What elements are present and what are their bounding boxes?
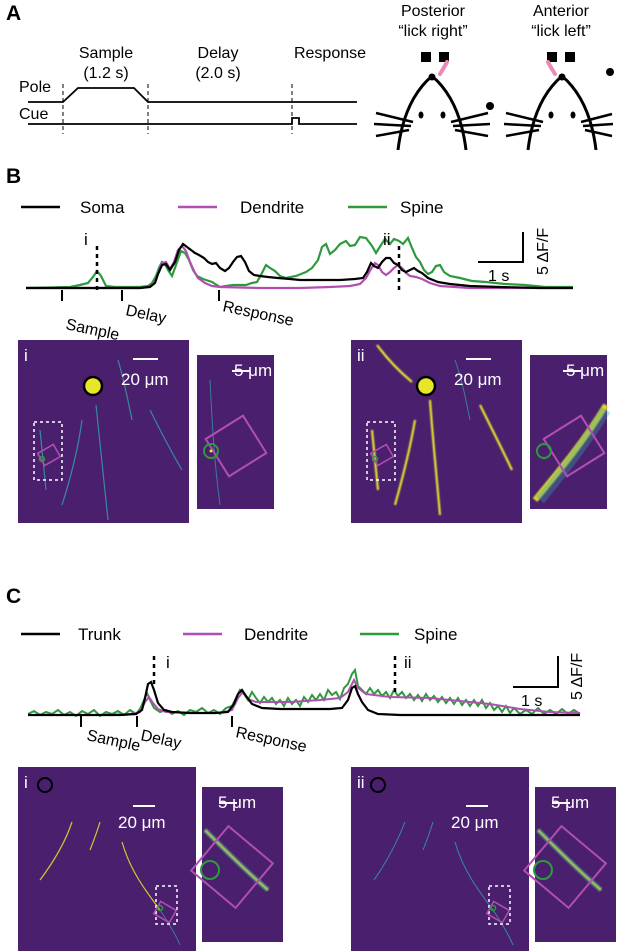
trace-b-soma: [26, 242, 573, 290]
epoch-response-label: Response: [294, 45, 366, 62]
legend-trunk-label: Trunk: [78, 625, 121, 644]
marker-b-i: i: [84, 230, 88, 249]
scale-bar-c: [513, 656, 559, 688]
zoom-c-ii-scale: 5 μm: [551, 793, 589, 812]
event-c-sample: Sample: [85, 727, 142, 755]
event-c-response: Response: [234, 724, 308, 756]
zoom-b-i-scale: 5 μm: [234, 361, 272, 380]
panel-a: A Sample (1.2 s) Delay (2.0 s) Response …: [6, 2, 614, 151]
event-c-delay: Delay: [139, 727, 183, 752]
image-c-ii-scale: 20 μm: [451, 813, 499, 832]
marker-c-i: i: [166, 653, 170, 672]
image-c-ii-label: ii: [357, 773, 365, 792]
legend-spine-c-label: Spine: [414, 625, 457, 644]
zoom-b-ii: 5 μm: [530, 355, 611, 509]
event-b-delay: Delay: [124, 302, 168, 327]
image-c-i: i 20 μm: [18, 767, 196, 951]
posterior-subtitle: “lick right”: [398, 23, 467, 40]
trace-c-trunk: [28, 680, 580, 717]
image-c-i-label: i: [24, 773, 28, 792]
anterior-title: Anterior: [533, 3, 590, 20]
panel-c: C Trunk Dendrite Spine i ii 1 s 5 ΔF/F S…: [6, 585, 616, 951]
panel-b: B Soma Dendrite Spine i ii 1 s 5 ΔF/F Sa…: [6, 165, 611, 523]
image-b-i-scale: 20 μm: [121, 370, 169, 389]
epoch-delay-label: Delay: [198, 45, 239, 62]
anterior-subtitle: “lick left”: [531, 23, 591, 40]
marker-c-ii: ii: [404, 653, 412, 672]
pole-row-label: Pole: [19, 79, 51, 96]
image-b-i: i 20 μm: [18, 340, 189, 523]
zoom-b-i: 5 μm: [197, 355, 274, 509]
image-b-i-label: i: [24, 346, 28, 365]
mouse-posterior-icon: [373, 52, 494, 151]
cue-row-label: Cue: [19, 106, 48, 123]
image-c-ii: ii 20 μm: [351, 767, 529, 951]
panel-c-letter: C: [6, 585, 21, 608]
zoom-c-i: 5 μm: [189, 787, 283, 942]
panel-b-letter: B: [6, 165, 21, 188]
scale-c-df: 5 ΔF/F: [569, 653, 586, 700]
pole-trace: [28, 87, 357, 103]
panel-a-letter: A: [6, 2, 21, 25]
zoom-c-i-scale: 5 μm: [218, 793, 256, 812]
scale-bar-b: [478, 232, 524, 263]
marker-b-ii: ii: [383, 230, 391, 249]
trace-c-dendrite: [28, 677, 581, 716]
zoom-c-ii: 5 μm: [522, 787, 616, 942]
trace-b-spine: [25, 235, 573, 290]
zoom-b-ii-scale: 5 μm: [566, 361, 604, 380]
scale-b-time: 1 s: [488, 268, 509, 285]
legend-spine-label: Spine: [400, 198, 443, 217]
epoch-dividers: [62, 84, 293, 134]
image-b-ii-label: ii: [357, 346, 365, 365]
scale-b-df: 5 ΔF/F: [535, 228, 552, 275]
event-b-response: Response: [221, 298, 295, 330]
legend-dendrite-c-label: Dendrite: [244, 625, 308, 644]
scale-c-time: 1 s: [521, 693, 542, 710]
epoch-sample-label: Sample: [79, 45, 133, 62]
cue-trace: [28, 117, 357, 125]
legend-dendrite-label: Dendrite: [240, 198, 304, 217]
epoch-sample-duration: (1.2 s): [83, 65, 128, 82]
image-b-ii-scale: 20 μm: [454, 370, 502, 389]
posterior-title: Posterior: [401, 3, 466, 20]
image-c-i-scale: 20 μm: [118, 813, 166, 832]
legend-soma-label: Soma: [80, 198, 125, 217]
mouse-anterior-icon: [503, 52, 614, 151]
epoch-delay-duration: (2.0 s): [195, 65, 240, 82]
image-b-ii: ii 20 μm: [351, 340, 522, 523]
